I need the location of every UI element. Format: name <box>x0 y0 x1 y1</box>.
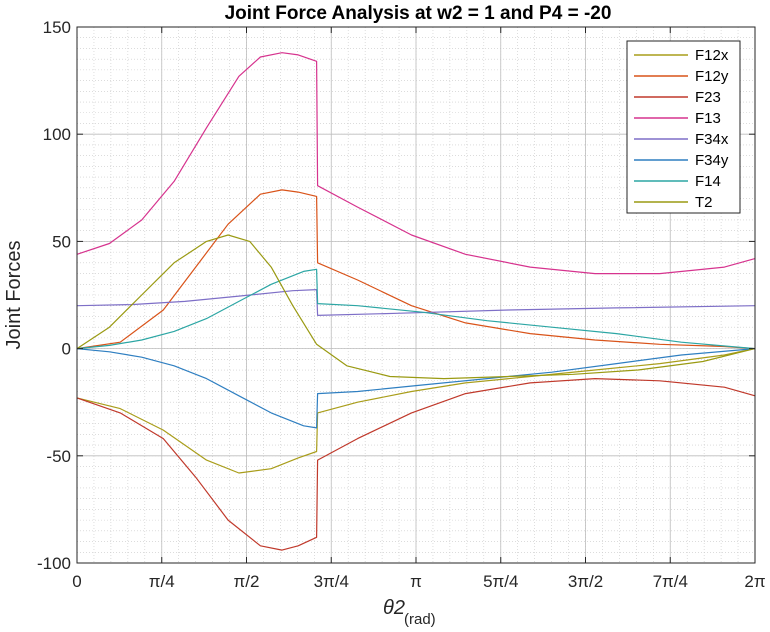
y-tick-label: 50 <box>52 232 71 251</box>
x-axis-label: θ2 (rad) <box>383 597 436 628</box>
series-line-f34y <box>76 348 756 429</box>
series-line-f14 <box>76 268 756 350</box>
x-axis-ticks: 0 π/4 π/2 3π/4 π 5π/4 3π/2 7π/4 2π <box>72 27 766 591</box>
y-axis-label: Joint Forces <box>3 241 25 350</box>
x-axis-label-sub: (rad) <box>404 611 436 628</box>
legend-label-f12x: F12x <box>695 47 729 64</box>
y-tick-label: -100 <box>37 554 71 573</box>
series-line-f23 <box>76 378 756 551</box>
x-tick-label: 5π/4 <box>483 572 518 591</box>
legend-label-f34y: F34y <box>695 152 729 169</box>
x-tick-label: 7π/4 <box>653 572 688 591</box>
y-tick-label: 150 <box>43 18 71 37</box>
y-tick-label: 0 <box>62 340 71 359</box>
legend: F12x F12y F23 F13 F34x F34y F14 T2 <box>626 40 741 214</box>
series-line-f12y <box>76 189 756 350</box>
legend-label-f12y: F12y <box>695 68 729 85</box>
y-tick-label: 100 <box>43 125 71 144</box>
x-tick-label: 0 <box>72 572 81 591</box>
series-line-f13 <box>76 52 756 275</box>
x-tick-label: 3π/2 <box>568 572 603 591</box>
x-tick-label: π/2 <box>234 572 260 591</box>
x-axis-label-main: θ2 <box>383 597 405 619</box>
legend-box <box>626 40 741 214</box>
legend-label-f13: F13 <box>695 110 721 127</box>
x-tick-label: 2π <box>744 572 765 591</box>
series-line-t2 <box>76 234 756 380</box>
x-tick-label: 3π/4 <box>314 572 349 591</box>
x-tick-label: π <box>410 572 422 591</box>
legend-label-f14: F14 <box>695 173 721 190</box>
y-axis-ticks: -100 -50 0 50 100 150 <box>37 18 755 573</box>
y-tick-label: -50 <box>46 447 71 466</box>
legend-label-f34x: F34x <box>695 131 729 148</box>
legend-label-f23: F23 <box>695 89 721 106</box>
chart-title: Joint Force Analysis at w2 = 1 and P4 = … <box>225 3 612 24</box>
series-lines <box>76 52 756 551</box>
legend-label-t2: T2 <box>695 194 713 211</box>
x-tick-label: π/4 <box>149 572 175 591</box>
